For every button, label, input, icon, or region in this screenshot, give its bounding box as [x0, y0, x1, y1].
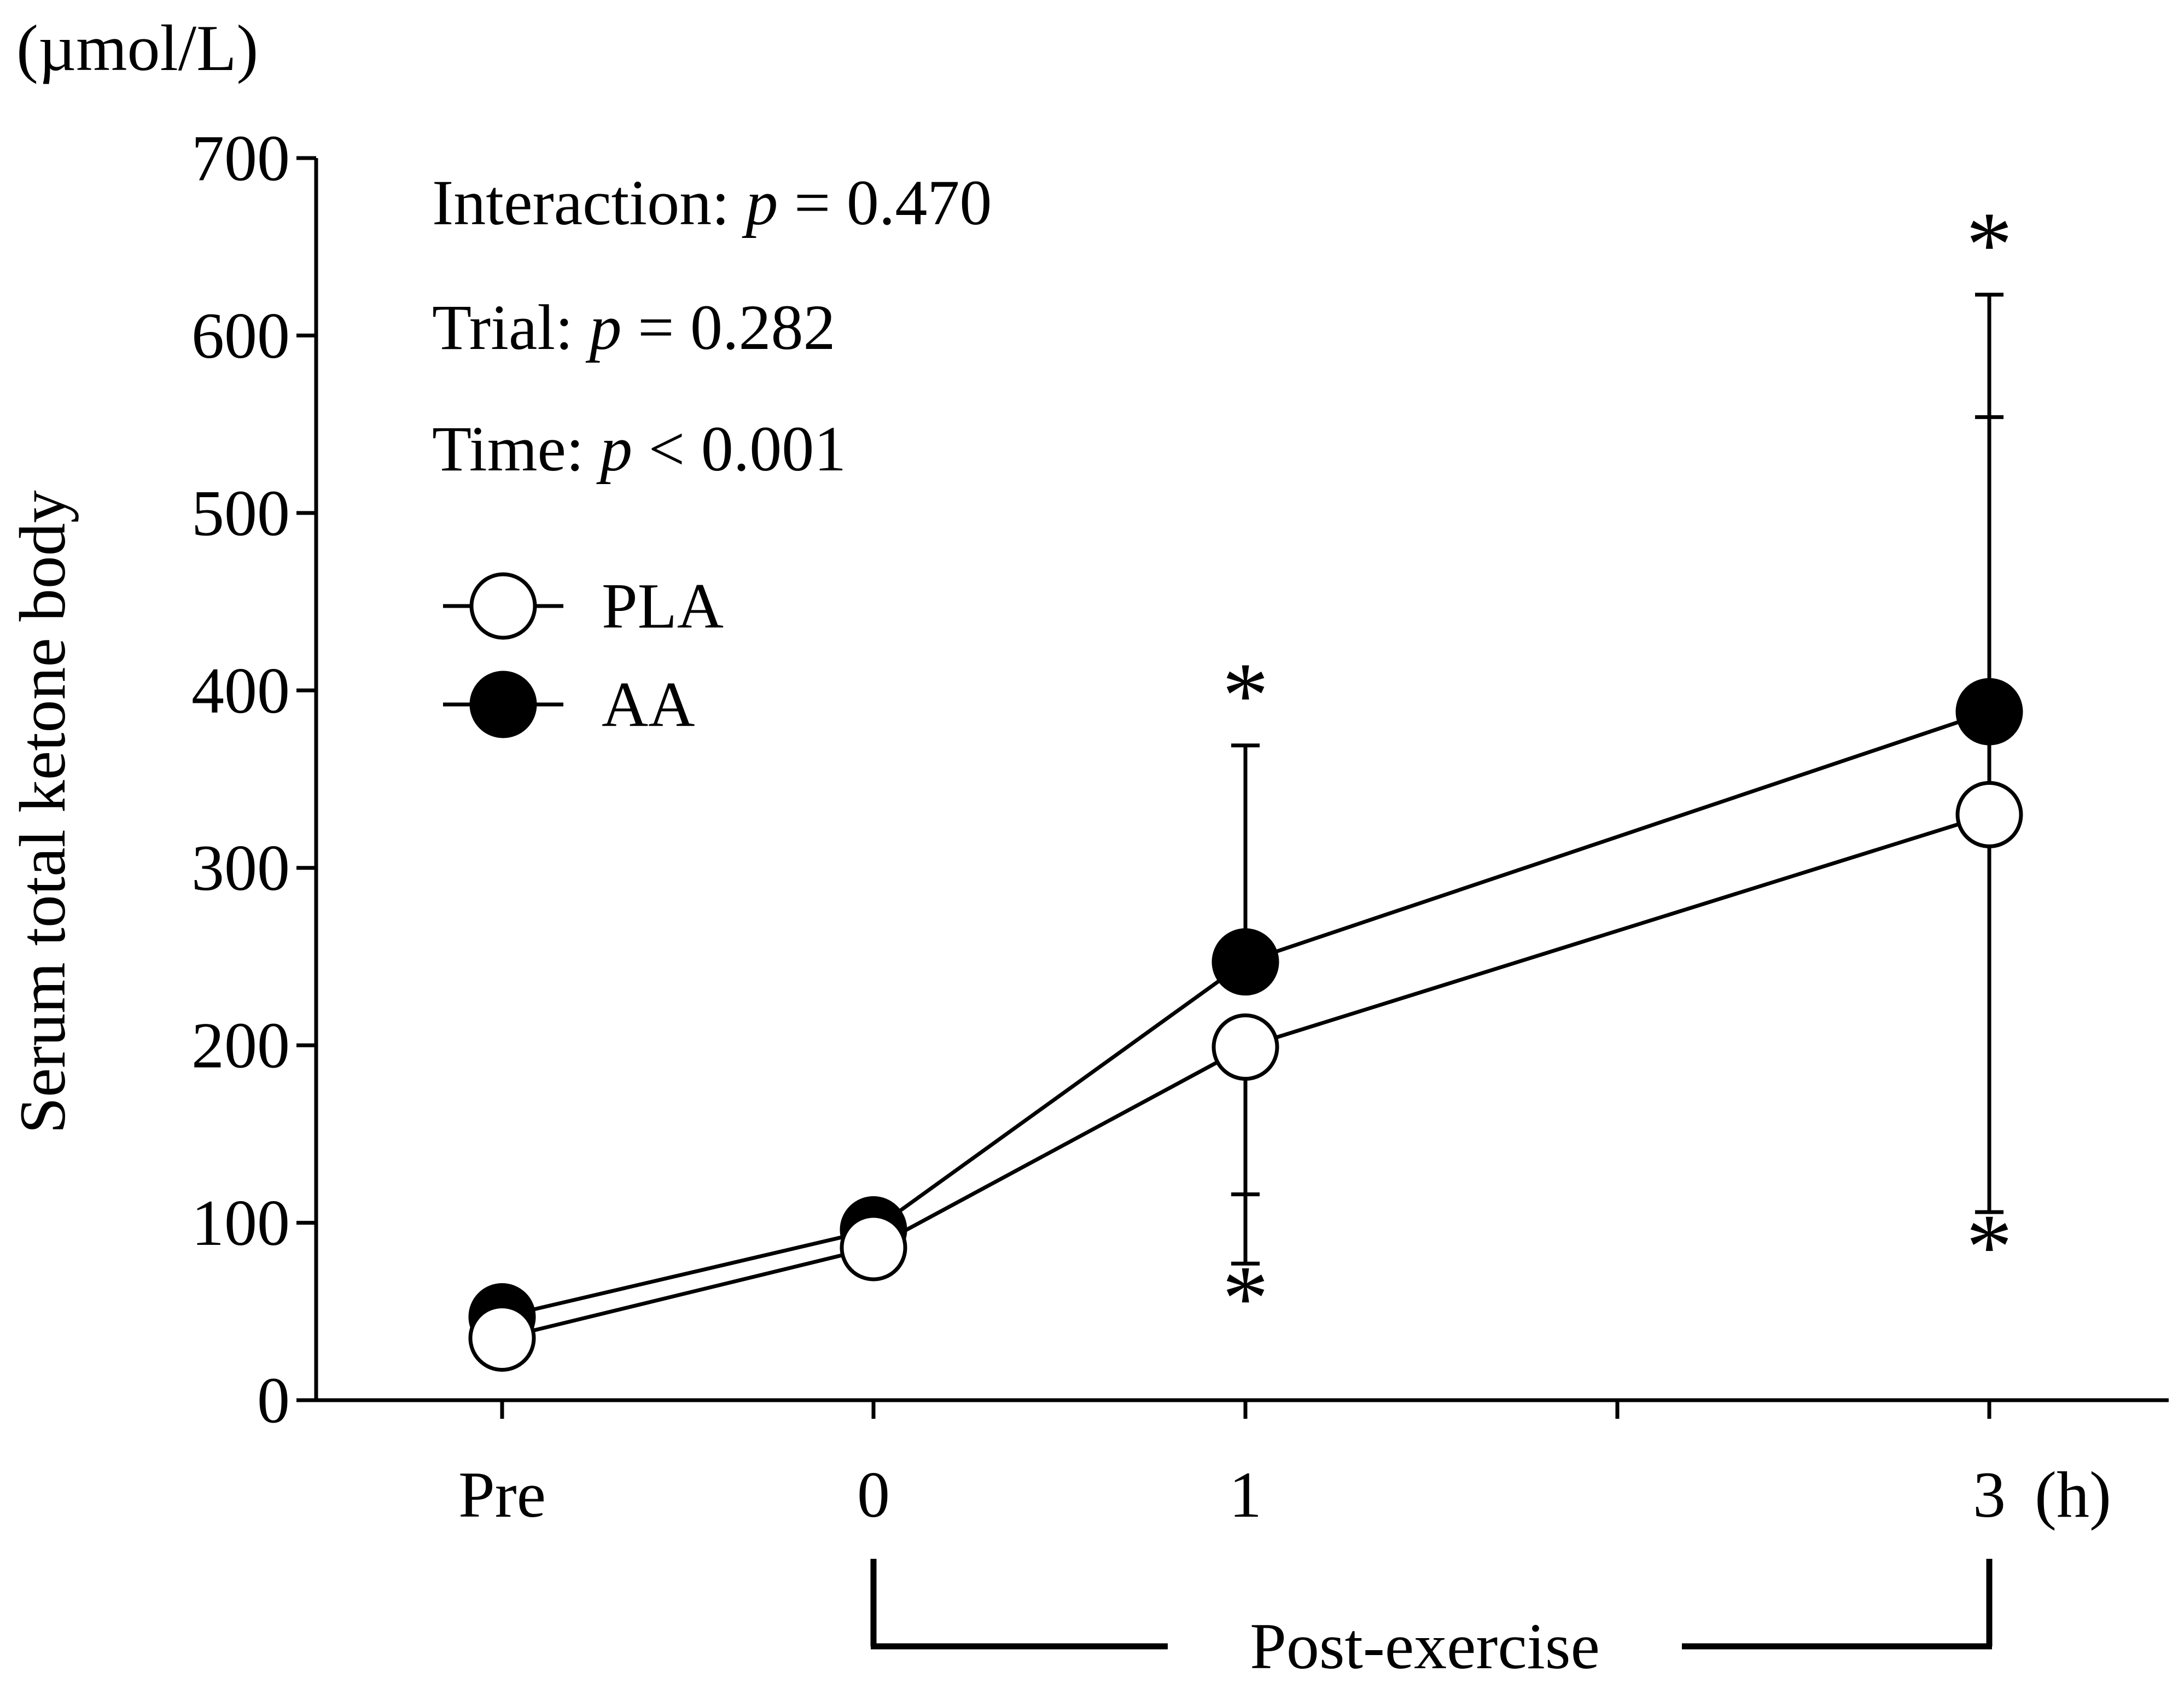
x-tick-label: 3: [1973, 1458, 2006, 1531]
stat-p: p: [585, 292, 621, 363]
data-point-pla: [468, 1304, 536, 1372]
data-point-aa: [1955, 678, 2023, 745]
x-tick-label: Pre: [458, 1458, 546, 1531]
annotations-group: Post-exercise * * * * Interaction: p = 0.470 T…: [432, 167, 2013, 1682]
stat-label: Time:: [432, 413, 600, 485]
stat-value: < 0.001: [632, 413, 846, 485]
y-tick-label: 400: [191, 654, 290, 727]
stat-p: p: [596, 413, 632, 485]
y-tick-label: 200: [191, 1009, 290, 1082]
legend-label-aa: AA: [602, 669, 695, 741]
y-tick-label: 500: [191, 476, 290, 549]
stat-p: p: [742, 167, 778, 238]
y-tick-label: 300: [191, 831, 290, 904]
stat-line: Interaction: p = 0.470: [432, 167, 992, 238]
stat-label: Trial:: [432, 292, 589, 363]
stat-value: = 0.282: [621, 292, 835, 363]
significance-star: *: [1222, 1247, 1269, 1349]
legend-label-pla: PLA: [602, 570, 724, 642]
x-unit-label: (h): [2035, 1458, 2111, 1531]
data-point-pla: [1955, 780, 2023, 848]
data-point-pla: [1212, 1013, 1279, 1081]
stat-line: Time: p < 0.001: [432, 413, 846, 485]
significance-star: *: [1966, 193, 2013, 296]
significance-star: *: [1222, 644, 1269, 747]
stat-label: Interaction:: [432, 167, 746, 238]
series-line-aa: [502, 709, 1990, 1319]
stat-line: Trial: p = 0.282: [432, 292, 836, 363]
stat-value: = 0.470: [778, 167, 992, 238]
legend-group: PLA AA: [443, 570, 724, 741]
series-line-pla: [502, 813, 1990, 1340]
unit-label: (µmol/L): [16, 11, 258, 84]
data-point-pla: [840, 1214, 907, 1282]
series-group: [468, 293, 2023, 1372]
data-point-aa: [1212, 928, 1279, 996]
significance-star: *: [1966, 1195, 2013, 1298]
bracket-label: Post-exercise: [1250, 1610, 1600, 1682]
y-tick-label: 700: [191, 122, 290, 195]
legend-marker-pla: [469, 572, 537, 640]
y-tick-label: 600: [191, 299, 290, 372]
axes-group: 0 100 200 300 400 500 600 700 Pre 0 1 3 (h) (µmol/L) S…: [6, 11, 2169, 1531]
x-tick-label: 0: [857, 1458, 890, 1531]
legend-marker-aa: [469, 671, 537, 738]
y-tick-label: 100: [191, 1186, 290, 1259]
y-tick-label: 0: [257, 1364, 290, 1437]
x-tick-label: 1: [1229, 1458, 1262, 1531]
y-axis-title: Serum total ketone body: [6, 490, 79, 1133]
